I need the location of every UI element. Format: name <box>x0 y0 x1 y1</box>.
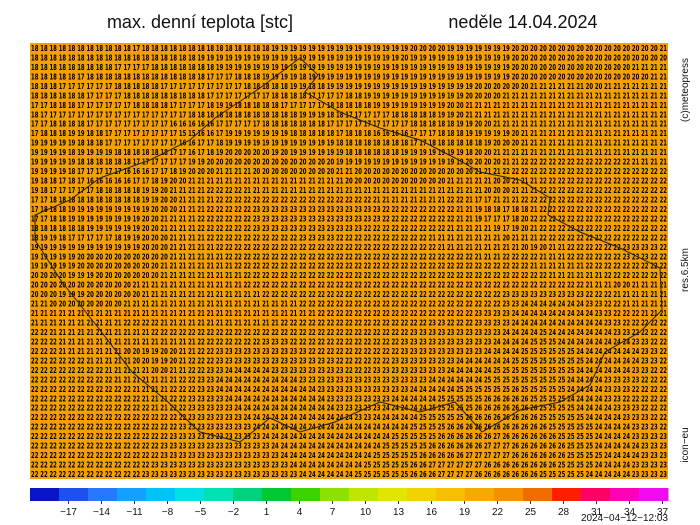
colorbar-segment <box>407 488 437 501</box>
colorbar-segment <box>552 488 582 501</box>
colorbar-segment <box>175 488 205 501</box>
grid-row: 17 17 18 18 19 19 19 19 19 19 19 19 20 2… <box>31 214 667 223</box>
colorbar-segment <box>30 488 60 501</box>
grid-row: 19 19 19 19 19 18 18 18 18 18 18 17 17 1… <box>31 158 667 167</box>
grid-row: 22 22 22 22 22 22 22 22 22 22 22 22 22 2… <box>31 404 667 413</box>
colorbar-segment <box>204 488 234 501</box>
grid-row: 22 22 22 22 22 22 22 22 22 22 22 22 22 2… <box>31 451 667 460</box>
colorbar-label: 7 <box>330 507 336 518</box>
colorbar-segment <box>639 488 669 501</box>
colorbar-segment <box>117 488 147 501</box>
grid-row: 18 19 19 18 17 17 17 17 17 18 19 19 20 2… <box>31 233 667 242</box>
resolution: res.6.5km <box>680 248 691 292</box>
grid-row: 19 19 19 19 19 18 18 18 17 17 17 17 17 1… <box>31 139 667 148</box>
colorbar-segment <box>610 488 640 501</box>
colorbar-label: 10 <box>360 507 372 518</box>
colorbar-segment <box>59 488 89 501</box>
grid-row: 19 19 19 19 18 19 19 19 19 18 18 18 18 1… <box>31 148 667 157</box>
colorbar-label: −17 <box>60 507 77 518</box>
colorbar-label: 28 <box>558 507 570 518</box>
grid-row: 18 18 18 18 18 18 17 17 17 17 18 18 18 1… <box>31 91 667 100</box>
colorbar-segment <box>494 488 524 501</box>
grid-row: 18 18 18 18 18 18 18 18 18 18 18 18 18 1… <box>31 53 667 62</box>
grid-row: 22 22 22 22 22 22 22 22 22 22 22 22 23 2… <box>31 470 667 479</box>
timestamp: 2024−04−12−12:03 <box>581 513 668 524</box>
grid-row: 22 22 22 21 21 21 21 21 21 21 20 20 19 1… <box>31 347 667 356</box>
colorbar-label: 19 <box>459 507 471 518</box>
colorbar-label: −5 <box>195 507 207 518</box>
colorbar-label: 16 <box>426 507 438 518</box>
colorbar-segment <box>436 488 466 501</box>
grid-row: 22 22 22 22 22 22 22 22 22 21 21 21 21 2… <box>31 375 667 384</box>
grid-row: 21 21 21 21 21 21 21 21 21 21 22 22 22 2… <box>31 319 667 328</box>
grid-row: 17 17 18 18 18 18 18 18 18 18 18 18 19 1… <box>31 195 667 204</box>
grid-row: 20 20 20 20 19 19 19 20 20 20 20 20 20 2… <box>31 271 667 280</box>
date: neděle 14.04.2024 <box>448 12 597 32</box>
grid-row: 19 18 18 17 18 17 16 16 16 16 16 17 17 1… <box>31 177 667 186</box>
grid-row: 22 22 22 22 22 22 22 22 22 22 22 22 22 2… <box>31 461 667 470</box>
colorbar-label: −2 <box>228 507 240 518</box>
colorbar-label: 31 <box>591 507 603 518</box>
grid-row: 17 17 18 18 18 17 17 17 17 17 17 18 18 1… <box>31 101 667 110</box>
colorbar-label: −8 <box>162 507 174 518</box>
grid-row: 17 18 18 18 19 19 19 19 19 19 19 19 19 2… <box>31 205 667 214</box>
grid-row: 17 18 18 18 19 19 18 18 17 17 17 17 17 1… <box>31 129 667 138</box>
colorbar-segment <box>581 488 611 501</box>
grid-row: 18 18 18 18 18 17 18 18 18 18 18 18 18 1… <box>31 72 667 81</box>
grid-row: 22 22 22 22 22 22 22 22 21 21 21 21 21 2… <box>31 366 667 375</box>
grid-row: 18 18 18 18 18 18 18 18 18 17 17 17 17 1… <box>31 63 667 72</box>
grid-row: 19 19 19 19 19 20 20 20 20 20 20 20 20 2… <box>31 262 667 271</box>
colorbar-label: 4 <box>297 507 303 518</box>
colorbar-label: 22 <box>492 507 504 518</box>
colorbar-segment <box>465 488 495 501</box>
colorbar-segment <box>378 488 408 501</box>
colorbar-label: −14 <box>93 507 110 518</box>
grid-row: 21 21 21 21 21 21 21 21 21 21 21 21 21 2… <box>31 309 667 318</box>
grid-row: 18 18 18 17 17 17 17 17 17 18 18 18 18 1… <box>31 82 667 91</box>
grid-row: 19 19 19 19 19 19 19 19 19 19 19 19 20 2… <box>31 243 667 252</box>
grid-row: 19 18 17 17 17 17 17 18 18 18 18 18 19 1… <box>31 186 667 195</box>
colorbar-label: −11 <box>126 507 143 518</box>
colorbar-segment <box>291 488 321 501</box>
grid-row: 22 22 22 22 22 22 22 22 22 22 22 22 22 2… <box>31 442 667 451</box>
grid-row: 22 22 22 22 22 22 22 22 22 22 22 21 21 2… <box>31 385 667 394</box>
colorbar-label: 1 <box>264 507 270 518</box>
title: max. denní teplota [stc] <box>107 12 293 32</box>
grid-row: 22 22 22 21 21 21 21 21 21 21 21 21 21 2… <box>31 337 667 346</box>
grid-row: 18 18 18 18 18 18 18 18 18 18 18 17 18 1… <box>31 44 667 53</box>
grid-row: 19 19 19 19 18 17 17 17 17 17 16 16 16 1… <box>31 167 667 176</box>
colorbar-segment <box>146 488 176 501</box>
model: icon−eu <box>680 427 691 462</box>
grid-row: 20 20 20 19 19 19 20 20 20 20 20 20 21 2… <box>31 290 667 299</box>
grid-row: 22 22 22 22 22 22 22 22 22 22 22 22 22 2… <box>31 413 667 422</box>
colorbar-label: 37 <box>657 507 669 518</box>
colorbar-segment <box>233 488 263 501</box>
grid-row: 22 22 22 22 22 22 22 22 22 22 22 22 22 2… <box>31 432 667 441</box>
colorbar-segment <box>349 488 379 501</box>
grid-row: 22 22 22 22 22 22 21 21 21 21 21 20 20 1… <box>31 356 667 365</box>
grid-row: 22 22 22 22 22 22 22 22 22 22 22 22 21 2… <box>31 394 667 403</box>
credit: (c)meteopress <box>680 58 691 122</box>
colorbar-segment <box>320 488 350 501</box>
colorbar-segment <box>88 488 118 501</box>
grid-row: 18 17 17 17 17 17 17 17 17 17 17 17 17 1… <box>31 110 667 119</box>
colorbar-segment <box>523 488 553 501</box>
colorbar-label: 34 <box>624 507 636 518</box>
grid-row: 17 17 18 18 18 18 17 17 17 17 17 17 17 1… <box>31 120 667 129</box>
country-border <box>34 57 663 443</box>
grid-row: 22 22 22 22 22 22 22 22 22 22 22 22 22 2… <box>31 423 667 432</box>
grid-row: 19 19 19 19 19 20 20 20 20 20 20 20 20 2… <box>31 252 667 261</box>
colorbar-label: 25 <box>525 507 537 518</box>
colorbar-label: 13 <box>393 507 405 518</box>
grid-row: 21 21 20 20 20 20 20 20 20 20 21 21 21 2… <box>31 300 667 309</box>
grid-row: 22 22 21 21 21 21 21 21 21 21 21 21 21 2… <box>31 328 667 337</box>
colorbar-segment <box>262 488 292 501</box>
grid-row: 20 20 20 20 20 20 20 20 20 20 20 21 21 2… <box>31 281 667 290</box>
grid-row: 18 18 18 18 18 18 19 19 19 19 19 19 20 2… <box>31 224 667 233</box>
